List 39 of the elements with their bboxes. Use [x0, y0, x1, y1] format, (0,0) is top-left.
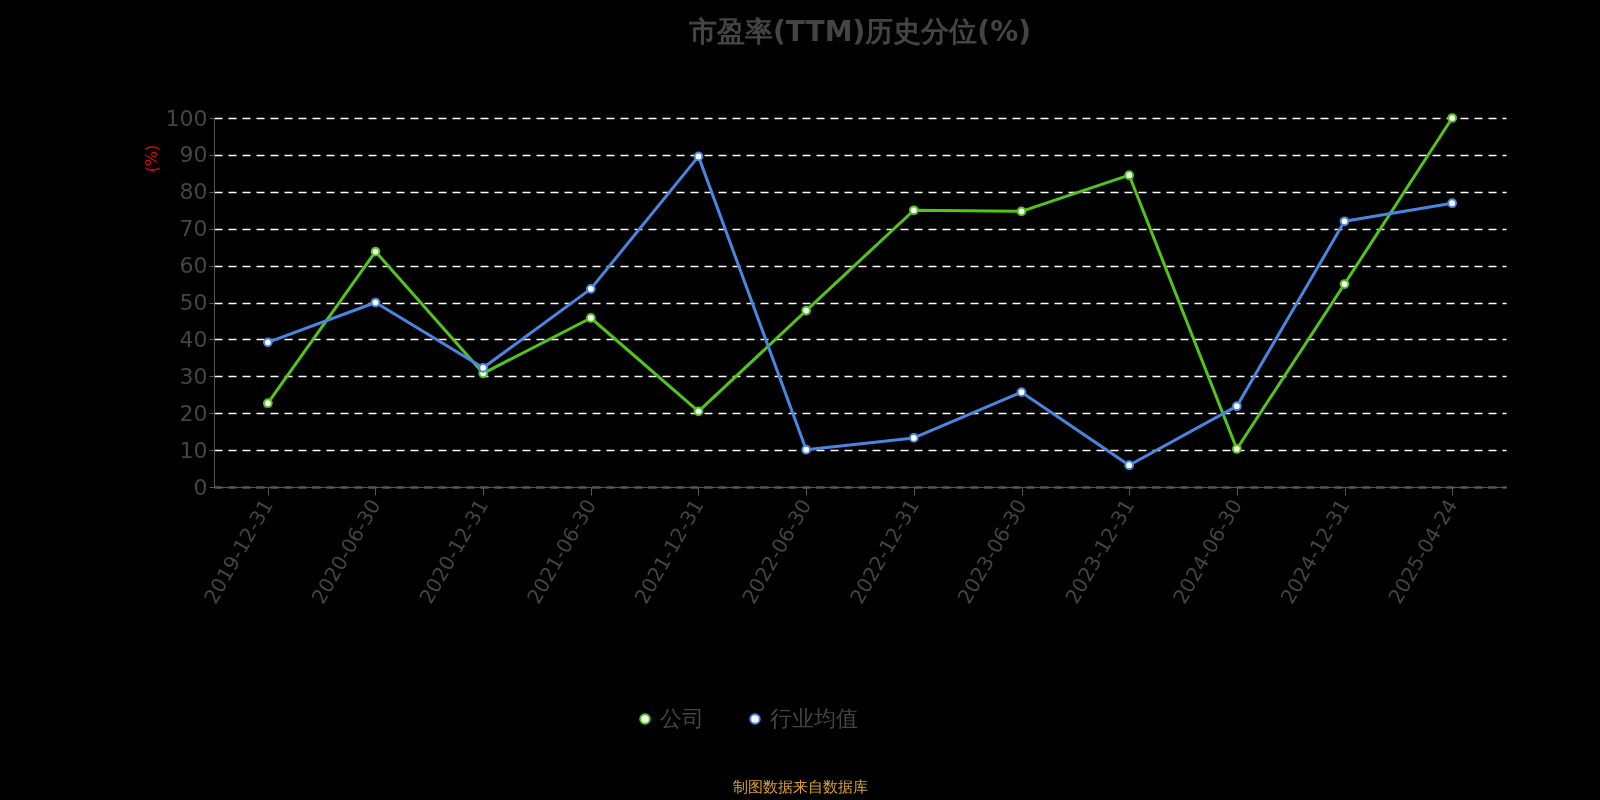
y-tick-label: 100	[165, 105, 208, 131]
point	[585, 313, 596, 323]
point	[1016, 387, 1027, 398]
legend-label: 行业均值	[770, 706, 858, 731]
point	[1124, 460, 1135, 471]
point	[908, 433, 919, 443]
point	[1339, 216, 1350, 227]
point	[585, 283, 596, 294]
point	[1124, 170, 1135, 181]
y-tick-label: 20	[179, 400, 208, 426]
point	[801, 305, 812, 316]
point	[1447, 198, 1458, 209]
y-axis-title: (%)	[141, 144, 161, 173]
point	[693, 406, 704, 417]
point	[1231, 401, 1242, 412]
y-tick-label: 60	[179, 253, 208, 279]
point	[1447, 113, 1458, 123]
y-tick-label: 50	[179, 290, 208, 315]
chart-title: 市盈率(TTM)历史分位(%)	[688, 15, 1031, 48]
point	[908, 205, 919, 216]
y-tick-label: 70	[179, 216, 208, 242]
point	[1016, 206, 1027, 217]
point	[1339, 279, 1350, 289]
text: 制图数据来自数据库	[731, 778, 869, 797]
y-tick-label: 0	[193, 474, 208, 500]
y-tick-label: 10	[179, 437, 208, 463]
legend-label: 公司	[660, 706, 704, 731]
point	[693, 151, 704, 162]
point	[801, 444, 812, 455]
y-tick-label: 90	[179, 142, 208, 168]
point	[262, 398, 273, 409]
point	[370, 246, 381, 257]
point	[1231, 444, 1242, 454]
y-tick-label: 40	[179, 326, 208, 352]
point	[370, 297, 381, 308]
point	[478, 362, 489, 373]
y-tick-label: 80	[179, 179, 208, 205]
y-tick-label: 30	[179, 363, 208, 389]
point	[262, 337, 273, 348]
